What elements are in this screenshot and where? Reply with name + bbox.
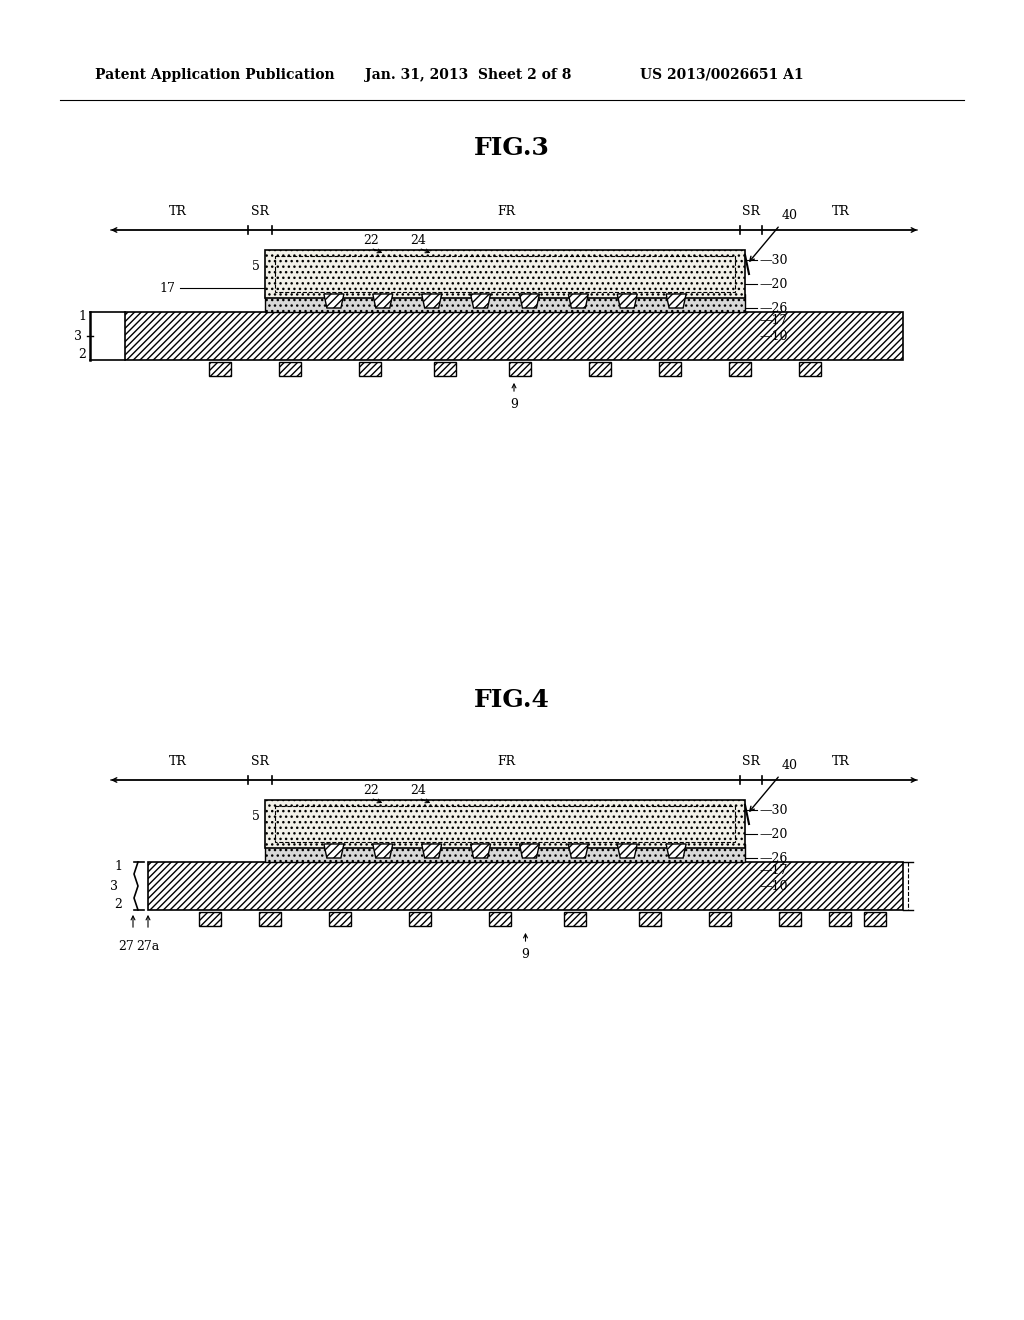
Text: 27a: 27a bbox=[136, 940, 160, 953]
Bar bbox=[709, 912, 731, 927]
Bar bbox=[359, 362, 381, 376]
Polygon shape bbox=[422, 843, 441, 858]
Bar bbox=[199, 912, 221, 927]
Text: FIG.3: FIG.3 bbox=[474, 136, 550, 160]
Polygon shape bbox=[471, 294, 490, 308]
Bar bbox=[265, 294, 745, 312]
Bar bbox=[564, 912, 586, 927]
Text: —26: —26 bbox=[759, 851, 787, 865]
Text: FR: FR bbox=[497, 205, 515, 218]
Bar bbox=[829, 912, 851, 927]
Bar bbox=[259, 912, 281, 927]
Bar bbox=[659, 362, 681, 376]
Bar bbox=[209, 362, 231, 376]
Polygon shape bbox=[617, 294, 637, 308]
Polygon shape bbox=[617, 843, 637, 858]
Text: —30: —30 bbox=[759, 253, 787, 267]
Text: 9: 9 bbox=[521, 948, 529, 961]
Text: 3: 3 bbox=[110, 879, 118, 892]
Bar bbox=[489, 912, 511, 927]
Text: 3: 3 bbox=[74, 330, 82, 342]
Text: Jan. 31, 2013  Sheet 2 of 8: Jan. 31, 2013 Sheet 2 of 8 bbox=[365, 69, 571, 82]
Text: —30: —30 bbox=[759, 804, 787, 817]
Bar bbox=[864, 912, 886, 927]
Text: 5: 5 bbox=[252, 260, 260, 272]
Text: SR: SR bbox=[742, 205, 760, 218]
Polygon shape bbox=[373, 294, 393, 308]
Bar bbox=[589, 362, 611, 376]
Text: 22: 22 bbox=[362, 234, 379, 247]
Text: SR: SR bbox=[251, 205, 269, 218]
Bar bbox=[779, 912, 801, 927]
Text: SR: SR bbox=[742, 755, 760, 768]
Polygon shape bbox=[568, 843, 589, 858]
Polygon shape bbox=[373, 843, 393, 858]
Polygon shape bbox=[666, 843, 686, 858]
Text: —26: —26 bbox=[759, 301, 787, 314]
Bar bbox=[279, 362, 301, 376]
Text: —20: —20 bbox=[759, 828, 787, 841]
Text: 1: 1 bbox=[114, 861, 122, 874]
Text: FIG.4: FIG.4 bbox=[474, 688, 550, 711]
Bar bbox=[148, 862, 903, 909]
Bar bbox=[275, 807, 735, 842]
Bar bbox=[265, 249, 745, 298]
Text: FR: FR bbox=[497, 755, 515, 768]
Text: TR: TR bbox=[833, 755, 850, 768]
Text: 9: 9 bbox=[510, 399, 518, 411]
Text: 2: 2 bbox=[78, 347, 86, 360]
Polygon shape bbox=[422, 294, 441, 308]
Text: TR: TR bbox=[169, 205, 187, 218]
Bar bbox=[329, 912, 351, 927]
Text: —20: —20 bbox=[759, 277, 787, 290]
Bar bbox=[265, 843, 745, 862]
Polygon shape bbox=[568, 294, 589, 308]
Bar bbox=[639, 912, 662, 927]
Text: 40: 40 bbox=[782, 759, 798, 772]
Polygon shape bbox=[324, 843, 344, 858]
Text: 22: 22 bbox=[362, 784, 379, 797]
Text: TR: TR bbox=[833, 205, 850, 218]
Text: —10: —10 bbox=[759, 330, 787, 342]
Text: 24: 24 bbox=[411, 784, 427, 797]
Text: 17: 17 bbox=[159, 281, 175, 294]
Text: —17: —17 bbox=[759, 863, 787, 876]
Polygon shape bbox=[666, 294, 686, 308]
Bar bbox=[729, 362, 751, 376]
Text: 27: 27 bbox=[118, 940, 134, 953]
Text: 1: 1 bbox=[78, 310, 86, 323]
Bar bbox=[275, 256, 735, 292]
Text: SR: SR bbox=[251, 755, 269, 768]
Polygon shape bbox=[519, 843, 540, 858]
Text: 2: 2 bbox=[114, 899, 122, 912]
Polygon shape bbox=[519, 294, 540, 308]
Text: Patent Application Publication: Patent Application Publication bbox=[95, 69, 335, 82]
Text: —10: —10 bbox=[759, 879, 787, 892]
Bar bbox=[125, 312, 903, 360]
Text: 5: 5 bbox=[252, 809, 260, 822]
Text: TR: TR bbox=[169, 755, 187, 768]
Bar bbox=[509, 362, 531, 376]
Bar bbox=[409, 912, 431, 927]
Bar bbox=[799, 362, 821, 376]
Text: —17: —17 bbox=[759, 314, 787, 326]
Bar bbox=[265, 800, 745, 847]
Text: US 2013/0026651 A1: US 2013/0026651 A1 bbox=[640, 69, 804, 82]
Polygon shape bbox=[471, 843, 490, 858]
Text: 40: 40 bbox=[782, 209, 798, 222]
Bar bbox=[434, 362, 456, 376]
Polygon shape bbox=[324, 294, 344, 308]
Text: 24: 24 bbox=[411, 234, 427, 247]
